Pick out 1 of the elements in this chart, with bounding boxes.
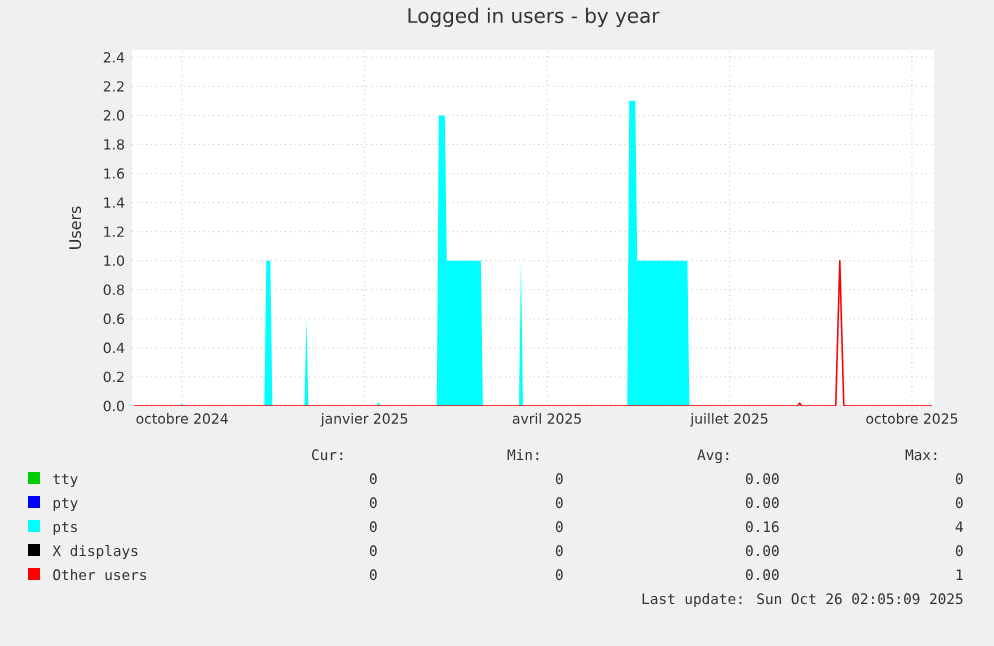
chart-title: Logged in users - by year: [408, 7, 660, 28]
